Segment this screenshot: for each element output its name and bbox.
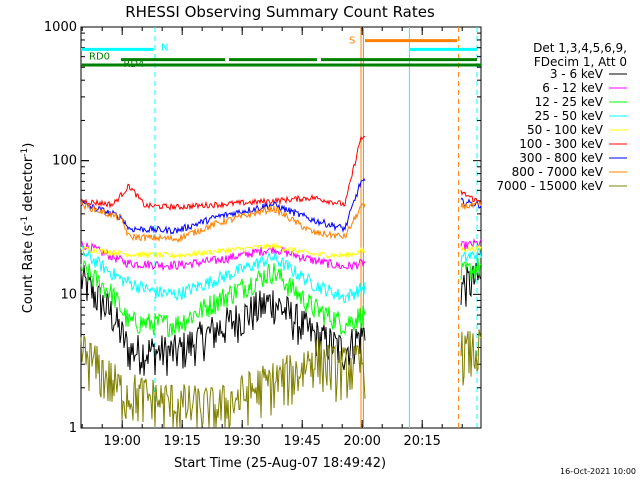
x-tick-label: 19:30	[223, 434, 260, 449]
x-tick-label: 19:15	[163, 434, 200, 449]
series-line-5	[80, 135, 482, 212]
x-tick-label: 20:15	[403, 434, 440, 449]
y-tick-label: 100	[52, 154, 77, 169]
series-line-2	[80, 257, 482, 338]
plot-frame	[80, 26, 482, 429]
y-tick-label: 1	[69, 421, 77, 436]
legend-header-1: FDecim 1, Att 0	[534, 55, 627, 69]
y-tick-label: 1000	[44, 20, 77, 35]
chart-title: RHESSI Observing Summary Count Rates	[125, 3, 435, 21]
series-line-8	[80, 329, 482, 428]
legend: Det 1,3,4,5,6,9,FDecim 1, Att 03 - 6 keV…	[496, 41, 627, 193]
legend-header-0: Det 1,3,4,5,6,9,	[533, 41, 627, 55]
status-label-n: N	[161, 42, 168, 53]
legend-entry-label: 100 - 300 keV	[519, 137, 603, 151]
footer-date: 16-Oct-2021 10:00	[560, 467, 636, 476]
status-label-rd0: RD0	[89, 52, 110, 63]
legend-entry-label: 7000 - 15000 keV	[496, 179, 603, 193]
y-axis-label: Count Rate (s-1 detector-1)	[20, 143, 36, 314]
legend-entry-label: 12 - 25 keV	[535, 95, 604, 109]
y-tick-label: 10	[60, 287, 77, 302]
status-label-rd4: RD4	[123, 59, 144, 70]
legend-entry-label: 800 - 7000 keV	[512, 165, 604, 179]
series-line-0	[80, 262, 482, 376]
legend-entry-label: 25 - 50 keV	[535, 109, 604, 123]
legend-entry-label: 3 - 6 keV	[550, 67, 604, 81]
legend-entry-label: 6 - 12 keV	[542, 81, 604, 95]
legend-entry-label: 50 - 100 keV	[527, 123, 604, 137]
series-line-7	[80, 200, 482, 244]
series-line-1	[80, 237, 482, 272]
x-tick-label: 19:00	[103, 434, 140, 449]
legend-entry-label: 300 - 800 keV	[519, 151, 603, 165]
x-tick-label: 20:00	[343, 434, 380, 449]
x-tick-label: 19:45	[283, 434, 320, 449]
series-line-3	[80, 245, 482, 304]
plot-area: 1 10 100 1000 19:00 19:15 19:30 19:45 20:00 20:15…	[44, 20, 482, 449]
series-line-4	[80, 242, 482, 260]
status-label-s: S	[349, 36, 355, 47]
x-axis-label: Start Time (25-Aug-07 18:49:42)	[174, 456, 386, 471]
